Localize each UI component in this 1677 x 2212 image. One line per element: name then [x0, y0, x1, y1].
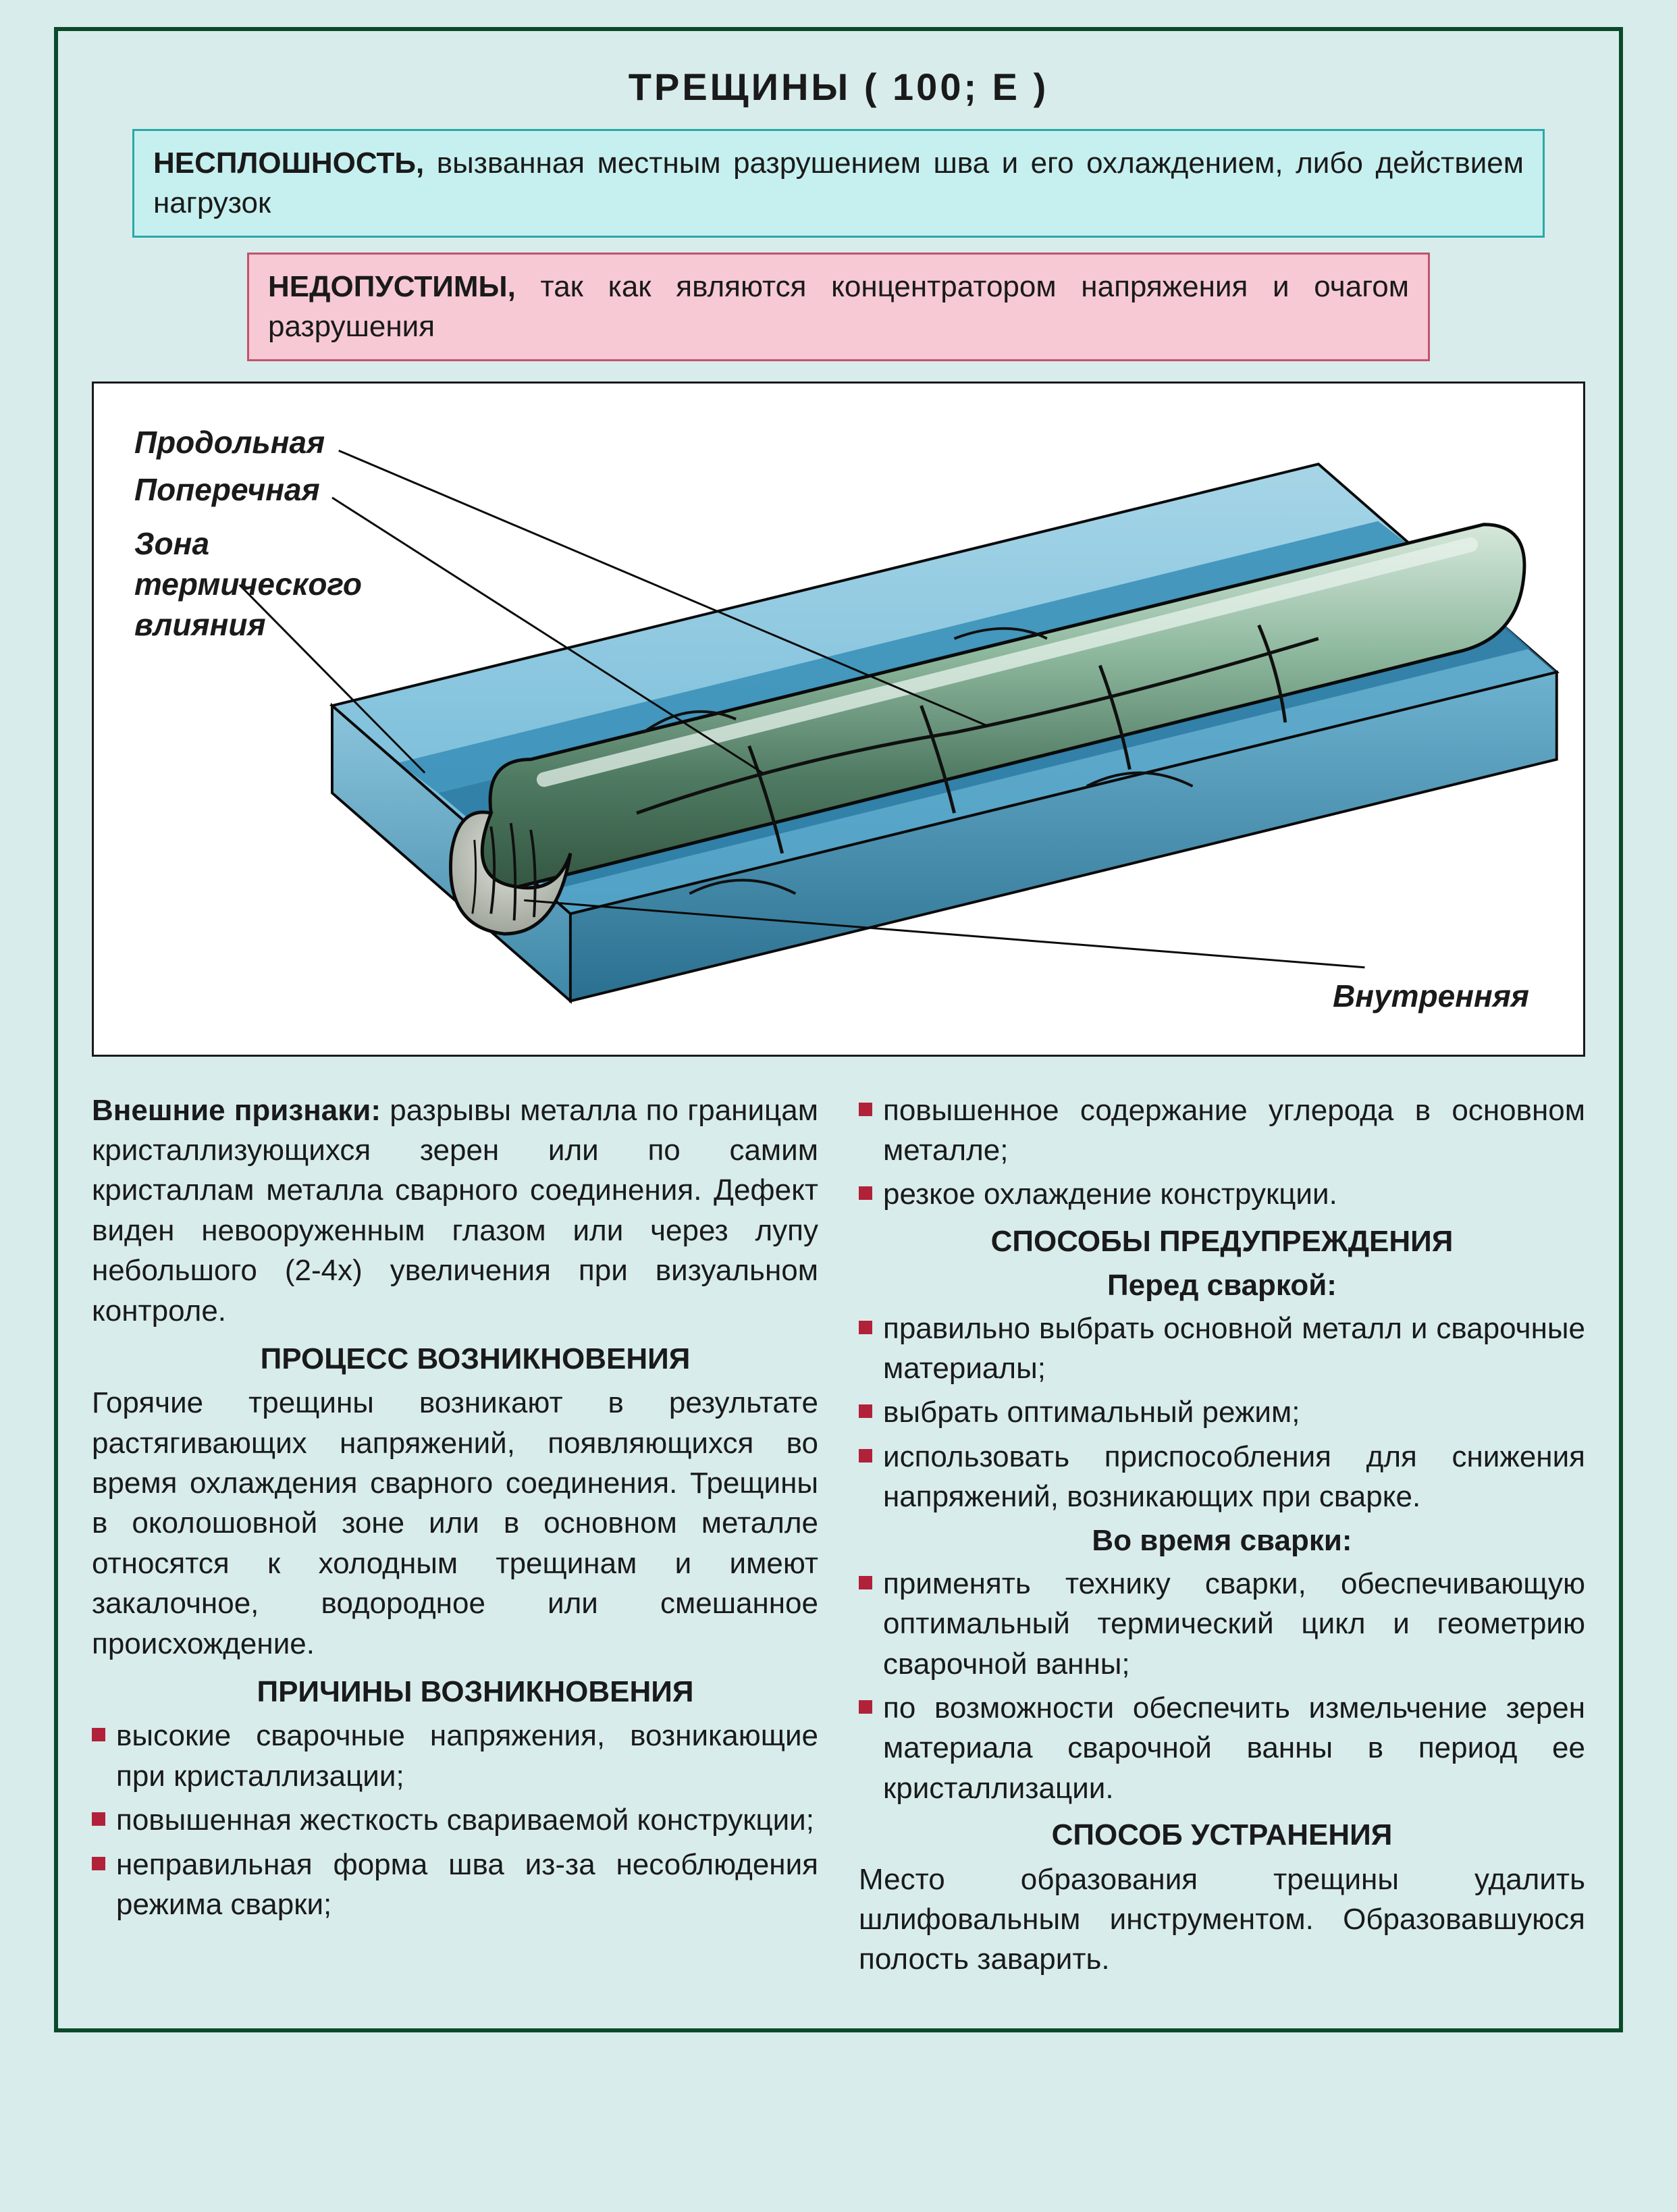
external-signs-para: Внешние признаки: разрывы металла по гра… — [92, 1090, 818, 1331]
process-text: Горячие трещины возникают в результате р… — [92, 1383, 818, 1664]
warning-box: НЕДОПУСТИМЫ, так как являются концентрат… — [247, 253, 1430, 361]
weld-diagram-svg — [94, 384, 1583, 1055]
causes-heading: ПРИЧИНЫ ВОЗНИКНОВЕНИЯ — [92, 1672, 818, 1712]
left-column: Внешние признаки: разрывы металла по гра… — [92, 1090, 818, 1988]
during-list: применять технику сварки, обеспечивающую… — [859, 1564, 1585, 1808]
prevention-heading: СПОСОБЫ ПРЕДУПРЕЖДЕНИЯ — [859, 1221, 1585, 1261]
remedy-text: Место образования трещины удалить шлифов… — [859, 1860, 1585, 1980]
during-item: применять технику сварки, обеспечивающую… — [859, 1564, 1585, 1684]
cause-item: повышенное содержание углерода в основно… — [859, 1090, 1585, 1171]
weld-crack-diagram: Продольная Поперечная Зона термического … — [92, 381, 1585, 1057]
before-item: использовать приспособления для снижения… — [859, 1437, 1585, 1517]
during-item: по возможности обеспечить измельчение зе… — [859, 1688, 1585, 1808]
before-item: выбрать оптимальный режим; — [859, 1392, 1585, 1432]
before-list: правильно выбрать основной металл и свар… — [859, 1309, 1585, 1517]
causes-list-cont: повышенное содержание углерода в основно… — [859, 1090, 1585, 1215]
cause-item: неправильная форма шва из-за несоблюдени… — [92, 1845, 818, 1925]
page-frame: ТРЕЩИНЫ ( 100; Е ) НЕСПЛОШНОСТЬ, вызванн… — [54, 27, 1623, 2032]
definition-lead: НЕСПЛОШНОСТЬ, — [153, 147, 424, 180]
page-title: ТРЕЩИНЫ ( 100; Е ) — [92, 65, 1585, 109]
external-signs-lead: Внешние признаки: — [92, 1094, 381, 1127]
right-column: повышенное содержание углерода в основно… — [859, 1090, 1585, 1988]
definition-box: НЕСПЛОШНОСТЬ, вызванная местным разрушен… — [132, 129, 1545, 238]
text-columns: Внешние признаки: разрывы металла по гра… — [92, 1090, 1585, 1988]
before-item: правильно выбрать основной металл и свар… — [859, 1309, 1585, 1389]
during-welding-subhead: Во время сварки: — [859, 1521, 1585, 1560]
causes-list: высокие сварочные напряжения, возникающи… — [92, 1716, 818, 1924]
cause-item: резкое охлаждение конструкции. — [859, 1174, 1585, 1214]
before-welding-subhead: Перед сваркой: — [859, 1265, 1585, 1305]
external-signs-text: разрывы металла по границам кристаллизую… — [92, 1094, 818, 1327]
warning-lead: НЕДОПУСТИМЫ, — [268, 270, 516, 303]
process-heading: ПРОЦЕСС ВОЗНИКНОВЕНИЯ — [92, 1339, 818, 1379]
remedy-heading: СПОСОБ УСТРАНЕНИЯ — [859, 1815, 1585, 1855]
cause-item: высокие сварочные напряжения, возникающи… — [92, 1716, 818, 1796]
cause-item: повышенная жесткость свариваемой констру… — [92, 1800, 818, 1840]
